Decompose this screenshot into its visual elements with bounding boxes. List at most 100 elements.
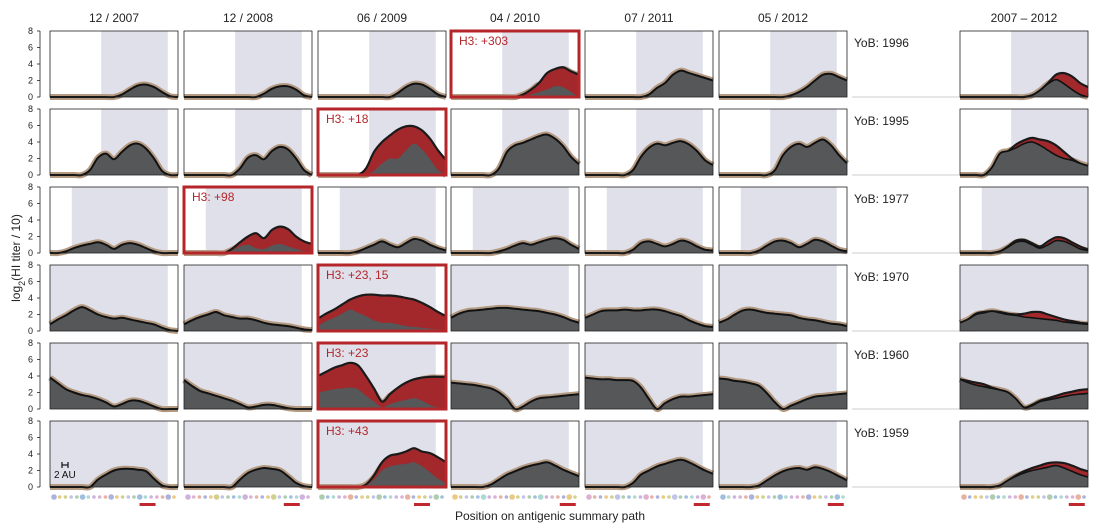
- panel: H3: +23: [316, 341, 448, 411]
- strain-dots: [319, 494, 444, 506]
- panel: [959, 108, 1089, 179]
- y-tick-label: 2: [28, 388, 33, 398]
- gray-area: [585, 240, 713, 254]
- panel-border: [183, 264, 313, 332]
- panel-border: [450, 342, 580, 410]
- gray-area: [451, 462, 579, 488]
- highlight-box: [316, 107, 448, 177]
- panel-border: [718, 342, 848, 410]
- y-tick-label: 0: [28, 170, 33, 180]
- y-tick-label: 4: [28, 293, 33, 303]
- gray-area: [451, 382, 579, 410]
- panel-border: [584, 30, 714, 98]
- yob-label: YoB: 1959: [854, 426, 909, 440]
- y-tick-label: 6: [28, 277, 33, 287]
- panel: [450, 420, 581, 491]
- panel: [584, 420, 715, 491]
- gray-area: [50, 468, 178, 488]
- curve-line: [49, 306, 179, 332]
- highlight-box: [316, 419, 448, 489]
- gray-area: [719, 467, 847, 488]
- gray-area: [318, 238, 446, 254]
- panel: [48, 264, 179, 334]
- panel: [48, 342, 179, 413]
- gray-area: [719, 309, 847, 331]
- yob-label: YoB: 1977: [854, 192, 909, 206]
- gray-area: [318, 143, 446, 176]
- y-tick-label: 8: [28, 104, 33, 114]
- highlight-label: H3: +303: [459, 34, 508, 48]
- panel-border: [959, 264, 1089, 332]
- gray-area: [960, 465, 1088, 488]
- gray-area: [585, 70, 713, 98]
- y-tick-label: 2: [28, 76, 33, 86]
- panel: [959, 186, 1089, 257]
- y-tick-label: 0: [28, 404, 33, 414]
- panel: [49, 108, 179, 179]
- gray-area: [318, 462, 446, 488]
- column-header: 12 / 2007: [89, 11, 139, 25]
- gray-area: [960, 379, 1088, 409]
- panel-border: [718, 264, 848, 332]
- position-marker: [283, 503, 300, 506]
- panel: [584, 108, 715, 179]
- gray-area: [585, 309, 713, 331]
- column-header: 04 / 2010: [490, 11, 540, 25]
- y-tick-label: 2: [28, 466, 33, 476]
- panel-border: [183, 420, 313, 488]
- highlight-box: [449, 29, 581, 99]
- panel: H3: +43: [316, 419, 448, 491]
- panel: [959, 30, 1089, 101]
- curve-line: [584, 376, 714, 411]
- strain-dots: [452, 494, 577, 506]
- panel: [450, 108, 582, 179]
- y-tick-label: 8: [28, 338, 33, 348]
- panel-border: [317, 30, 447, 98]
- gray-area: [719, 239, 847, 254]
- panel: H3: +23, 15: [316, 263, 448, 333]
- gray-area: [184, 146, 312, 176]
- panel: H3: +98: [182, 185, 314, 257]
- y-tick-label: 6: [28, 43, 33, 53]
- y-tick-label: 4: [28, 215, 33, 225]
- y-tick-label: 2: [28, 310, 33, 320]
- panel-border: [317, 186, 447, 254]
- gray-area: [184, 243, 312, 254]
- y-tick-label: 4: [28, 137, 33, 147]
- panel-border: [450, 186, 580, 254]
- panel-border: [450, 420, 580, 488]
- panel-border: [49, 264, 179, 332]
- yob-label: YoB: 1970: [854, 270, 909, 284]
- panel-border: [718, 420, 848, 488]
- column-header: 07 / 2011: [624, 11, 673, 25]
- scale-bar-label: 2 AU: [54, 470, 76, 481]
- panel: [183, 420, 313, 491]
- y-tick-label: 6: [28, 121, 33, 131]
- panel: [183, 30, 313, 101]
- curve-line: [49, 376, 178, 411]
- y-tick-label: 4: [28, 449, 33, 459]
- y-tick-label: 6: [28, 433, 33, 443]
- highlight-label: H3: +23, 15: [326, 268, 389, 282]
- panel-border: [49, 342, 179, 410]
- y-tick-label: 0: [28, 326, 33, 336]
- strain-dots: [961, 494, 1086, 506]
- y-tick-label: 8: [28, 182, 33, 192]
- panel: H3: +303: [449, 29, 581, 101]
- gray-area: [585, 377, 713, 410]
- panel: [49, 186, 179, 257]
- panel-border: [584, 420, 714, 488]
- panel: [958, 264, 1089, 332]
- curve-line: [584, 308, 714, 328]
- panel: [183, 108, 314, 179]
- yob-label: YoB: 1995: [854, 114, 909, 128]
- curve-line: [718, 308, 848, 328]
- position-marker: [1068, 503, 1085, 506]
- gray-area: [184, 311, 312, 331]
- y-tick-label: 0: [28, 92, 33, 102]
- curve-line: [183, 311, 313, 332]
- gray-area: [719, 378, 847, 410]
- panel-border: [959, 342, 1089, 410]
- gray-area: [585, 459, 713, 488]
- panel-border: [959, 420, 1089, 488]
